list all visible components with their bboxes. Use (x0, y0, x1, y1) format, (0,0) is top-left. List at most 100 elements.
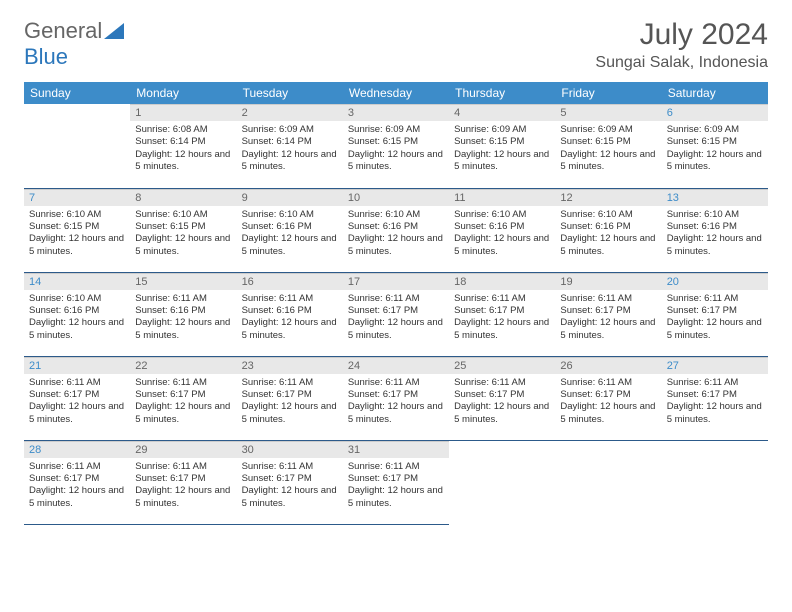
day-number: 23 (237, 357, 343, 374)
calendar-empty-cell (24, 104, 130, 188)
calendar-day-cell: 4Sunrise: 6:09 AMSunset: 6:15 PMDaylight… (449, 104, 555, 188)
day-number: 11 (449, 189, 555, 206)
calendar-week-row: 21Sunrise: 6:11 AMSunset: 6:17 PMDayligh… (24, 356, 768, 440)
day-details: Sunrise: 6:09 AMSunset: 6:15 PMDaylight:… (449, 121, 555, 177)
calendar-day-cell: 24Sunrise: 6:11 AMSunset: 6:17 PMDayligh… (343, 356, 449, 440)
day-number: 26 (555, 357, 661, 374)
calendar-day-cell: 16Sunrise: 6:11 AMSunset: 6:16 PMDayligh… (237, 272, 343, 356)
day-details: Sunrise: 6:11 AMSunset: 6:17 PMDaylight:… (662, 374, 768, 430)
logo-part2: Blue (24, 44, 68, 70)
calendar-table: SundayMondayTuesdayWednesdayThursdayFrid… (24, 82, 768, 525)
day-number: 1 (130, 104, 236, 121)
day-details: Sunrise: 6:11 AMSunset: 6:17 PMDaylight:… (130, 374, 236, 430)
calendar-day-cell: 2Sunrise: 6:09 AMSunset: 6:14 PMDaylight… (237, 104, 343, 188)
day-number: 21 (24, 357, 130, 374)
calendar-day-cell: 26Sunrise: 6:11 AMSunset: 6:17 PMDayligh… (555, 356, 661, 440)
day-number: 9 (237, 189, 343, 206)
day-details: Sunrise: 6:11 AMSunset: 6:17 PMDaylight:… (24, 458, 130, 514)
day-number: 3 (343, 104, 449, 121)
calendar-day-cell: 11Sunrise: 6:10 AMSunset: 6:16 PMDayligh… (449, 188, 555, 272)
calendar-week-row: 1Sunrise: 6:08 AMSunset: 6:14 PMDaylight… (24, 104, 768, 188)
calendar-day-cell: 29Sunrise: 6:11 AMSunset: 6:17 PMDayligh… (130, 440, 236, 524)
day-details: Sunrise: 6:09 AMSunset: 6:15 PMDaylight:… (343, 121, 449, 177)
day-number: 28 (24, 441, 130, 458)
calendar-day-cell: 9Sunrise: 6:10 AMSunset: 6:16 PMDaylight… (237, 188, 343, 272)
weekday-header: Monday (130, 82, 236, 104)
calendar-day-cell: 5Sunrise: 6:09 AMSunset: 6:15 PMDaylight… (555, 104, 661, 188)
day-details: Sunrise: 6:10 AMSunset: 6:16 PMDaylight:… (662, 206, 768, 262)
day-details: Sunrise: 6:11 AMSunset: 6:17 PMDaylight:… (130, 458, 236, 514)
calendar-day-cell: 7Sunrise: 6:10 AMSunset: 6:15 PMDaylight… (24, 188, 130, 272)
weekday-header: Sunday (24, 82, 130, 104)
day-details: Sunrise: 6:11 AMSunset: 6:17 PMDaylight:… (555, 374, 661, 430)
day-number: 8 (130, 189, 236, 206)
logo-triangle-icon (104, 23, 124, 39)
calendar-day-cell: 6Sunrise: 6:09 AMSunset: 6:15 PMDaylight… (662, 104, 768, 188)
calendar-week-row: 14Sunrise: 6:10 AMSunset: 6:16 PMDayligh… (24, 272, 768, 356)
day-details: Sunrise: 6:10 AMSunset: 6:16 PMDaylight:… (237, 206, 343, 262)
day-number: 17 (343, 273, 449, 290)
day-number: 4 (449, 104, 555, 121)
month-title: July 2024 (595, 18, 768, 52)
calendar-day-cell: 21Sunrise: 6:11 AMSunset: 6:17 PMDayligh… (24, 356, 130, 440)
title-block: July 2024 Sungai Salak, Indonesia (595, 18, 768, 72)
day-details: Sunrise: 6:11 AMSunset: 6:17 PMDaylight:… (343, 374, 449, 430)
calendar-day-cell: 30Sunrise: 6:11 AMSunset: 6:17 PMDayligh… (237, 440, 343, 524)
day-number: 29 (130, 441, 236, 458)
day-number: 14 (24, 273, 130, 290)
day-number: 19 (555, 273, 661, 290)
day-details: Sunrise: 6:10 AMSunset: 6:16 PMDaylight:… (555, 206, 661, 262)
day-number: 6 (662, 104, 768, 121)
day-details: Sunrise: 6:10 AMSunset: 6:15 PMDaylight:… (130, 206, 236, 262)
day-details: Sunrise: 6:11 AMSunset: 6:17 PMDaylight:… (662, 290, 768, 346)
weekday-header: Thursday (449, 82, 555, 104)
calendar-day-cell: 22Sunrise: 6:11 AMSunset: 6:17 PMDayligh… (130, 356, 236, 440)
day-number: 10 (343, 189, 449, 206)
day-number: 16 (237, 273, 343, 290)
calendar-day-cell: 10Sunrise: 6:10 AMSunset: 6:16 PMDayligh… (343, 188, 449, 272)
day-number: 27 (662, 357, 768, 374)
day-number: 20 (662, 273, 768, 290)
day-number: 24 (343, 357, 449, 374)
day-number: 12 (555, 189, 661, 206)
day-number: 18 (449, 273, 555, 290)
day-details: Sunrise: 6:11 AMSunset: 6:17 PMDaylight:… (449, 290, 555, 346)
day-details: Sunrise: 6:09 AMSunset: 6:15 PMDaylight:… (662, 121, 768, 177)
calendar-week-row: 7Sunrise: 6:10 AMSunset: 6:15 PMDaylight… (24, 188, 768, 272)
day-number: 5 (555, 104, 661, 121)
day-details: Sunrise: 6:09 AMSunset: 6:15 PMDaylight:… (555, 121, 661, 177)
day-details: Sunrise: 6:10 AMSunset: 6:16 PMDaylight:… (24, 290, 130, 346)
weekday-header: Wednesday (343, 82, 449, 104)
day-details: Sunrise: 6:11 AMSunset: 6:17 PMDaylight:… (237, 458, 343, 514)
weekday-header: Saturday (662, 82, 768, 104)
calendar-day-cell: 28Sunrise: 6:11 AMSunset: 6:17 PMDayligh… (24, 440, 130, 524)
day-number: 22 (130, 357, 236, 374)
day-number: 31 (343, 441, 449, 458)
day-number: 13 (662, 189, 768, 206)
logo-part1: General (24, 18, 102, 44)
calendar-day-cell: 23Sunrise: 6:11 AMSunset: 6:17 PMDayligh… (237, 356, 343, 440)
day-details: Sunrise: 6:11 AMSunset: 6:17 PMDaylight:… (449, 374, 555, 430)
calendar-day-cell: 31Sunrise: 6:11 AMSunset: 6:17 PMDayligh… (343, 440, 449, 524)
day-number: 25 (449, 357, 555, 374)
day-details: Sunrise: 6:08 AMSunset: 6:14 PMDaylight:… (130, 121, 236, 177)
day-details: Sunrise: 6:11 AMSunset: 6:17 PMDaylight:… (555, 290, 661, 346)
day-details: Sunrise: 6:10 AMSunset: 6:15 PMDaylight:… (24, 206, 130, 262)
calendar-day-cell: 13Sunrise: 6:10 AMSunset: 6:16 PMDayligh… (662, 188, 768, 272)
calendar-empty-cell (449, 440, 555, 524)
day-details: Sunrise: 6:10 AMSunset: 6:16 PMDaylight:… (343, 206, 449, 262)
day-details: Sunrise: 6:11 AMSunset: 6:17 PMDaylight:… (343, 290, 449, 346)
calendar-week-row: 28Sunrise: 6:11 AMSunset: 6:17 PMDayligh… (24, 440, 768, 524)
calendar-day-cell: 18Sunrise: 6:11 AMSunset: 6:17 PMDayligh… (449, 272, 555, 356)
day-details: Sunrise: 6:10 AMSunset: 6:16 PMDaylight:… (449, 206, 555, 262)
day-details: Sunrise: 6:11 AMSunset: 6:17 PMDaylight:… (237, 374, 343, 430)
calendar-day-cell: 15Sunrise: 6:11 AMSunset: 6:16 PMDayligh… (130, 272, 236, 356)
logo: General (24, 18, 124, 44)
calendar-day-cell: 25Sunrise: 6:11 AMSunset: 6:17 PMDayligh… (449, 356, 555, 440)
day-details: Sunrise: 6:09 AMSunset: 6:14 PMDaylight:… (237, 121, 343, 177)
calendar-day-cell: 14Sunrise: 6:10 AMSunset: 6:16 PMDayligh… (24, 272, 130, 356)
calendar-day-cell: 17Sunrise: 6:11 AMSunset: 6:17 PMDayligh… (343, 272, 449, 356)
calendar-day-cell: 8Sunrise: 6:10 AMSunset: 6:15 PMDaylight… (130, 188, 236, 272)
calendar-day-cell: 3Sunrise: 6:09 AMSunset: 6:15 PMDaylight… (343, 104, 449, 188)
calendar-empty-cell (662, 440, 768, 524)
